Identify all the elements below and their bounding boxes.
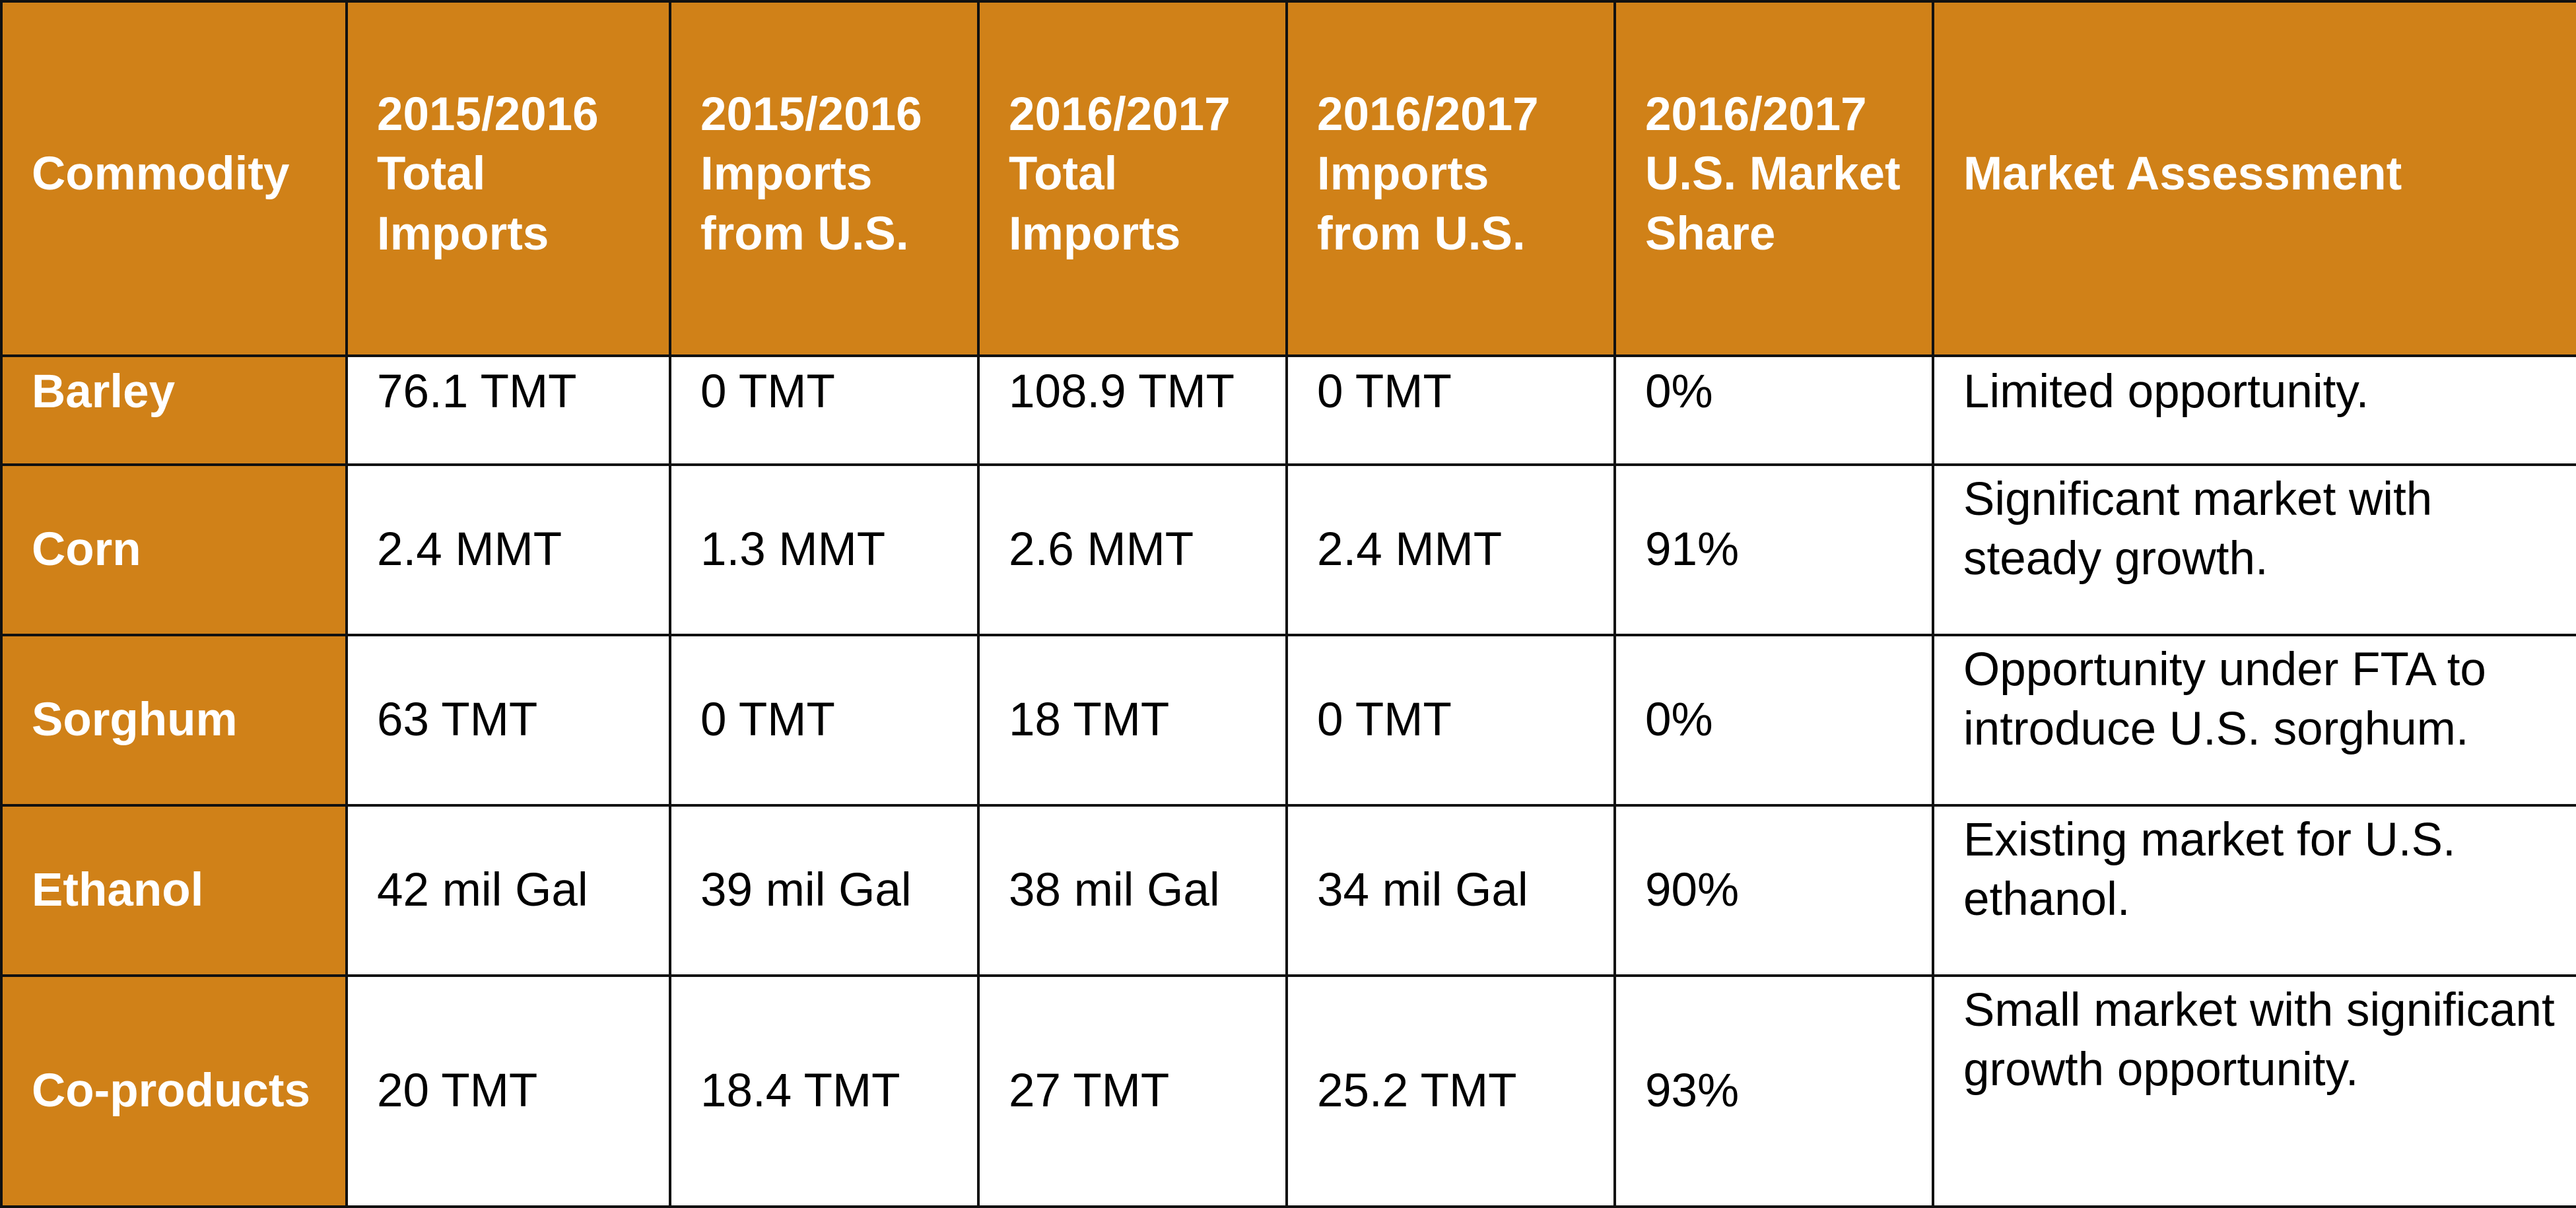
row-commodity: Sorghum <box>0 634 348 807</box>
cell-us-imports-2016-2017: 25.2 TMT <box>1285 974 1616 1208</box>
cell-total-imports-2016-2017: 27 TMT <box>977 974 1288 1208</box>
table-row: Barley 76.1 TMT 0 TMT 108.9 TMT 0 TMT 0%… <box>0 354 2576 466</box>
header-us-market-share-2016-2017: 2016/2017 U.S. Market Share <box>1613 0 1934 357</box>
table-header-row: Commodity 2015/2016 Total Imports 2015/2… <box>0 0 2576 357</box>
cell-market-assessment: Small market with significant growth opp… <box>1932 974 2576 1208</box>
cell-total-imports-2015-2016: 2.4 MMT <box>345 463 671 636</box>
cell-us-imports-2016-2017: 0 TMT <box>1285 634 1616 807</box>
header-us-imports-2015-2016: 2015/2016 Imports from U.S. <box>669 0 980 357</box>
header-us-imports-2016-2017: 2016/2017 Imports from U.S. <box>1285 0 1616 357</box>
cell-market-assessment: Limited opportunity. <box>1932 354 2576 466</box>
cell-market-assessment: Existing market for U.S. ethanol. <box>1932 804 2576 977</box>
cell-us-market-share: 0% <box>1613 354 1934 466</box>
row-commodity: Co-products <box>0 974 348 1208</box>
cell-us-imports-2015-2016: 1.3 MMT <box>669 463 980 636</box>
cell-us-market-share: 93% <box>1613 974 1934 1208</box>
table-row: Sorghum 63 TMT 0 TMT 18 TMT 0 TMT 0% Opp… <box>0 634 2576 807</box>
cell-us-imports-2015-2016: 18.4 TMT <box>669 974 980 1208</box>
cell-total-imports-2015-2016: 20 TMT <box>345 974 671 1208</box>
header-total-imports-2015-2016: 2015/2016 Total Imports <box>345 0 671 357</box>
cell-us-imports-2015-2016: 0 TMT <box>669 354 980 466</box>
cell-total-imports-2015-2016: 42 mil Gal <box>345 804 671 977</box>
cell-us-imports-2016-2017: 0 TMT <box>1285 354 1616 466</box>
cell-us-market-share: 90% <box>1613 804 1934 977</box>
table-row: Ethanol 42 mil Gal 39 mil Gal 38 mil Gal… <box>0 804 2576 977</box>
cell-market-assessment: Significant market with steady growth. <box>1932 463 2576 636</box>
header-commodity: Commodity <box>0 0 348 357</box>
cell-total-imports-2016-2017: 38 mil Gal <box>977 804 1288 977</box>
cell-total-imports-2015-2016: 76.1 TMT <box>345 354 671 466</box>
cell-total-imports-2015-2016: 63 TMT <box>345 634 671 807</box>
row-commodity: Ethanol <box>0 804 348 977</box>
cell-total-imports-2016-2017: 108.9 TMT <box>977 354 1288 466</box>
cell-total-imports-2016-2017: 2.6 MMT <box>977 463 1288 636</box>
table-row: Co-products 20 TMT 18.4 TMT 27 TMT 25.2 … <box>0 974 2576 1208</box>
cell-us-imports-2016-2017: 2.4 MMT <box>1285 463 1616 636</box>
cell-us-imports-2015-2016: 0 TMT <box>669 634 980 807</box>
header-market-assessment: Market Assessment <box>1932 0 2576 357</box>
row-commodity: Barley <box>0 354 348 466</box>
cell-total-imports-2016-2017: 18 TMT <box>977 634 1288 807</box>
cell-us-imports-2016-2017: 34 mil Gal <box>1285 804 1616 977</box>
cell-us-imports-2015-2016: 39 mil Gal <box>669 804 980 977</box>
table-row: Corn 2.4 MMT 1.3 MMT 2.6 MMT 2.4 MMT 91%… <box>0 463 2576 636</box>
cell-market-assessment: Opportunity under FTA to introduce U.S. … <box>1932 634 2576 807</box>
cell-us-market-share: 0% <box>1613 634 1934 807</box>
row-commodity: Corn <box>0 463 348 636</box>
cell-us-market-share: 91% <box>1613 463 1934 636</box>
header-total-imports-2016-2017: 2016/2017 Total Imports <box>977 0 1288 357</box>
